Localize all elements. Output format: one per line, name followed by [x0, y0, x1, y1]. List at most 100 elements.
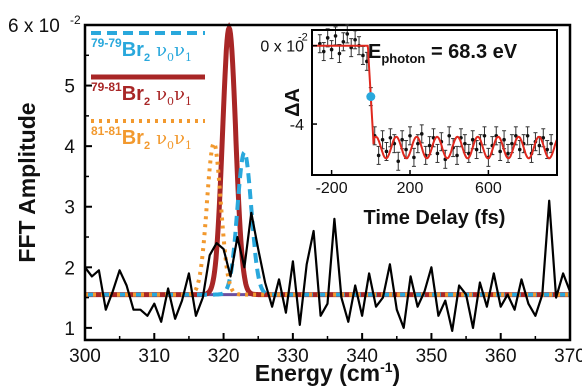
inset-background	[312, 30, 557, 175]
inset-data-point	[400, 137, 404, 142]
y-tick-label: 2	[64, 258, 75, 279]
axis-ticks: 300 310 320 330 340 350 360 370 1 2 3 4 5 6 x 10	[8, 16, 582, 367]
inset-data-point	[416, 141, 420, 146]
inset-data-point	[361, 53, 365, 58]
inset-data-point	[447, 134, 452, 138]
legend-label-part: Br	[122, 127, 144, 149]
x-tick-label: 370	[554, 346, 582, 367]
inset-x-tick-label: 600	[475, 180, 502, 197]
inset-data-point	[408, 134, 412, 138]
inset-x-axis-label: Time Delay (fs)	[364, 207, 506, 229]
inset-data-point	[510, 141, 514, 146]
inset-data-point	[549, 141, 553, 146]
inset-data-point	[498, 149, 502, 154]
inset-data-point	[388, 135, 393, 140]
legend-label-part: ν	[174, 128, 185, 149]
x-tick-label: 310	[138, 346, 170, 367]
x-axis-label-exponent: -1	[380, 359, 393, 375]
legend-label-81-81: 81-81Br2 ν0ν1	[91, 124, 192, 152]
legend-label-part: Br	[122, 39, 144, 61]
inset-data-point	[333, 34, 338, 38]
inset-title-symbol: E	[368, 41, 381, 63]
legend-label-part: ν	[156, 128, 167, 149]
inset-frame	[311, 29, 558, 176]
inset-y-tick-label: -4	[290, 117, 304, 134]
inset-data-point	[427, 143, 432, 148]
inset-data-point	[396, 159, 401, 164]
legend-label-79-81: 79-81Br2 ν0ν1	[91, 80, 192, 108]
inset-title-subscript: photon	[381, 51, 425, 66]
inset-data-point	[482, 134, 487, 138]
inset-data-point	[345, 32, 350, 36]
fft-series-layer	[84, 22, 572, 332]
legend-label-part: ν	[156, 84, 167, 105]
x-axis-label-text: Energy (cm	[255, 360, 380, 386]
legend-label-part: 81-81	[91, 124, 122, 138]
inset-data-point	[384, 149, 389, 154]
x-tick-label: 360	[485, 346, 517, 367]
inset-data-point	[506, 151, 510, 156]
inset-title: Ephoton = 68.3 eV	[368, 41, 518, 66]
inset-data-point	[537, 143, 542, 148]
legend-label-79-79: 79-79Br2 ν0ν1	[91, 36, 192, 64]
inset-data-point	[341, 39, 346, 44]
legend-label-part: 2	[144, 96, 150, 108]
inset-data-point	[419, 132, 424, 136]
legend-label-part: 2	[144, 140, 150, 152]
inset-data-point	[435, 151, 440, 156]
legend-label-part: ν	[174, 40, 185, 61]
legend-label-part: 0	[167, 95, 174, 108]
inset-y-tick-label: 0 x 10	[260, 39, 304, 56]
y-tick-label: 6 x 10	[8, 16, 60, 37]
inset-data-point	[380, 137, 385, 142]
inset-data-point	[545, 147, 549, 152]
legend-label-part: 1	[185, 95, 192, 108]
inset-data-point	[470, 137, 475, 142]
legend-label-part: 79-81	[91, 80, 122, 94]
y-tick-label: 5	[64, 77, 75, 98]
legend-label-part: 1	[185, 51, 192, 64]
x-tick-label: 340	[346, 346, 378, 367]
inset-data-point	[412, 155, 416, 160]
inset-data-point	[455, 153, 459, 158]
inset-data-point	[337, 51, 342, 56]
inset-series-layer	[312, 24, 558, 171]
x-axis-label: Energy (cm-1)	[255, 359, 400, 386]
x-tick-label: 320	[208, 346, 240, 367]
inset-y-axis-label: ΔA	[282, 88, 304, 117]
inset-title-value: = 68.3 eV	[425, 41, 517, 63]
inset-data-point	[474, 147, 479, 152]
legend-label-part: Br	[122, 83, 144, 105]
inset-data-point	[349, 45, 354, 50]
y-tick-label: 4	[64, 137, 75, 158]
y-axis-label: FFT Amplitude	[14, 102, 40, 262]
inset-x-tick-label: -200	[316, 180, 348, 197]
inset-data-point	[525, 134, 530, 138]
legend-label-part: 79-79	[91, 36, 122, 50]
fft-chart: 300 310 320 330 340 350 360 370 1 2 3 4 5 6 x 10 -2 E…	[8, 13, 582, 386]
inset-axis-ticks: -200 200 600 0 x 10 -4	[260, 39, 501, 197]
fft-amplitude-line	[84, 199, 572, 332]
inset-data-point	[329, 47, 334, 52]
inset-data-point	[541, 135, 546, 140]
y-tick-label: 1	[64, 319, 75, 340]
inset-data-point	[404, 147, 408, 152]
inset-fit-line	[312, 44, 558, 160]
legend-label-part: ν	[174, 84, 185, 105]
inset-data-point	[463, 141, 467, 146]
inset-data-point	[376, 153, 381, 158]
legend-label-part: 0	[167, 51, 174, 64]
x-tick-label: 300	[69, 346, 101, 367]
inset-data-point	[517, 147, 522, 152]
legend-label-part: ν	[156, 40, 167, 61]
legend-label-part: 2	[144, 52, 150, 64]
inset-data-point	[321, 49, 326, 54]
legend-label-part: 1	[185, 139, 192, 152]
inset-y-tick-exponent: -2	[298, 32, 308, 44]
y-tick-exponent: -2	[70, 13, 81, 27]
y-tick-label: 3	[64, 198, 75, 219]
inset-x-tick-label: 200	[397, 180, 424, 197]
